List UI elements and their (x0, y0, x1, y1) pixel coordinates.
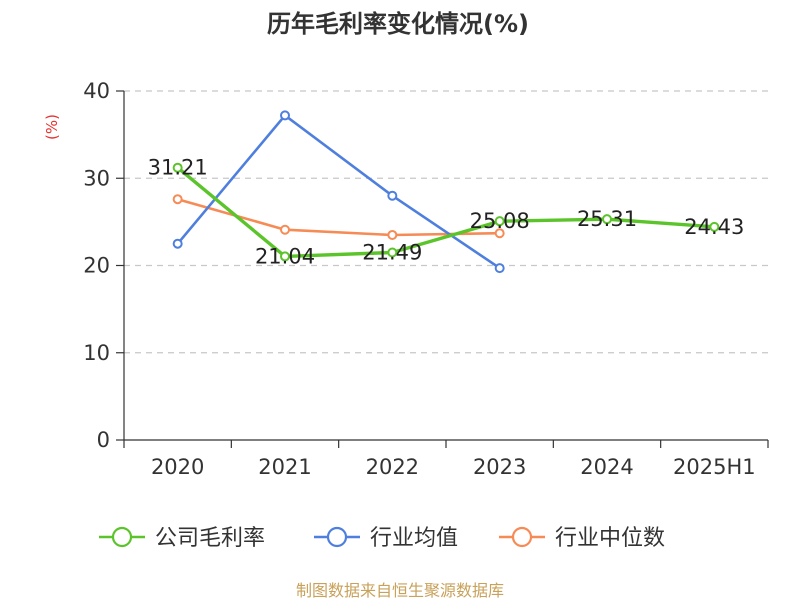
data-point-2-0 (172, 194, 183, 205)
data-point-2-1 (280, 224, 290, 235)
data-point-0-3 (494, 216, 505, 227)
legend-marker (111, 526, 133, 548)
x-tick-label: 2023 (473, 455, 526, 479)
data-point-0-4 (602, 214, 612, 225)
data-point-1-2 (387, 190, 398, 201)
data-point-1-1 (280, 110, 290, 121)
x-tick-label: 2020 (151, 455, 204, 479)
data-label: 24.43 (684, 215, 744, 239)
data-point-1-3 (494, 263, 505, 274)
x-tick-label: 2025H1 (673, 455, 756, 479)
data-point-0-0 (172, 162, 183, 173)
x-tick-label: 2022 (366, 455, 419, 479)
y-tick-label: 40 (83, 79, 110, 103)
data-label: 31.21 (148, 156, 208, 180)
y-tick-label: 20 (83, 254, 110, 278)
data-labels: 31.21 21.04 21.49 25.08 25.31 24.43 (148, 156, 745, 269)
data-point-0-5 (709, 221, 720, 232)
legend: 公司毛利率 行业均值 行业中位数 (99, 526, 665, 551)
y-axis-unit: (%) (43, 114, 61, 140)
legend-item-2: 行业中位数 (499, 526, 665, 551)
data-label: 21.49 (362, 240, 422, 264)
legend-label: 行业均值 (370, 526, 458, 551)
data-label: 25.31 (577, 207, 637, 231)
x-tick-label: 2021 (258, 455, 311, 479)
data-point-2-2 (387, 229, 398, 240)
legend-item-1: 行业均值 (314, 526, 458, 551)
legend-marker (326, 526, 348, 548)
data-label: 25.08 (470, 209, 530, 233)
chart-title: 历年毛利率变化情况(%) (267, 10, 529, 38)
source-note: 制图数据来自恒生聚源数据库 (296, 581, 504, 600)
legend-item-0: 公司毛利率 (99, 526, 265, 551)
axes: 0 10 20 30 40 2020 2021 2022 2023 2024 2025H1 (83, 79, 769, 479)
series-line-1 (176, 114, 501, 270)
series-line-0 (176, 166, 715, 259)
legend-label: 行业中位数 (555, 526, 665, 551)
series-lines (172, 110, 720, 274)
y-tick-label: 30 (83, 166, 110, 190)
data-point-0-2 (387, 247, 398, 258)
legend-marker (511, 526, 533, 548)
grid-lines (124, 90, 768, 354)
data-label: 21.04 (255, 244, 315, 268)
x-tick-label: 2024 (580, 455, 633, 479)
data-point-0-1 (280, 251, 290, 262)
data-point-1-0 (172, 238, 183, 249)
y-tick-label: 0 (97, 428, 110, 452)
legend-label: 公司毛利率 (155, 526, 265, 551)
data-point-2-3 (494, 228, 505, 239)
series-line-2 (177, 197, 500, 237)
y-tick-label: 10 (83, 341, 110, 365)
